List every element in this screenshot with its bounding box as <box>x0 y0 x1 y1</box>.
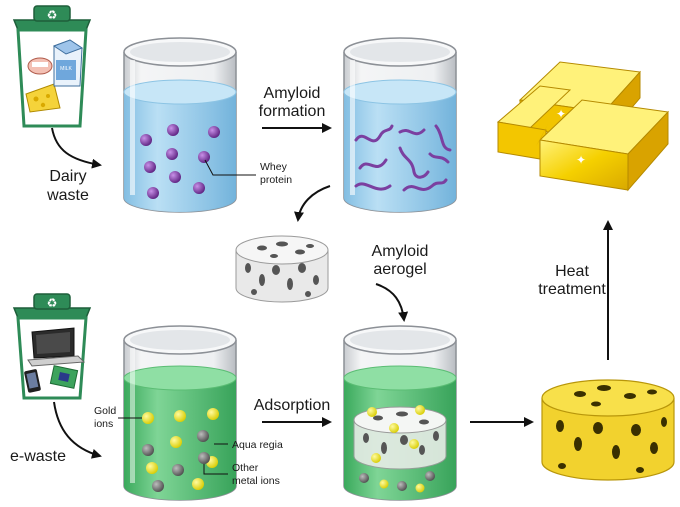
recycle-icon: ♻ <box>47 296 58 310</box>
bound-gold-ion <box>415 405 425 415</box>
protein-particle <box>198 151 210 163</box>
ewaste-recycle-bin: ♻ <box>12 293 92 400</box>
gold-ion <box>170 436 182 448</box>
amyloid-formation-label-line1: Amyloid <box>264 85 321 102</box>
amyloid-aerogel <box>235 235 329 303</box>
gold-ion <box>192 478 204 490</box>
phone-icon <box>24 369 41 393</box>
bound-gold-ion <box>371 453 381 463</box>
protein-particle <box>147 187 159 199</box>
gold-ions-label-line1: Gold <box>94 405 116 417</box>
fibril <box>354 182 392 191</box>
aerogel-to-beaker-arrow <box>375 283 409 322</box>
ewaste-arrow <box>53 401 102 459</box>
protein-particle <box>144 161 156 173</box>
heat-treatment-label-line2: treatment <box>538 281 606 298</box>
bound-gold-ion <box>367 407 377 417</box>
cheese-icon <box>25 83 61 113</box>
gold-ions-label-line2: ions <box>94 418 113 430</box>
metal-ion <box>142 444 154 456</box>
whey-protein-pointer <box>204 159 256 176</box>
amyloid-aerogel-label-line1: Amyloid <box>372 243 429 260</box>
metal-ion <box>397 481 407 491</box>
amyloid-formation-label-line2: formation <box>259 103 326 120</box>
milk-label: MILK <box>60 66 72 72</box>
heat-treatment-label-line1: Heat <box>555 263 589 280</box>
dairy-item-icon <box>27 57 53 75</box>
bound-gold-ion <box>389 423 399 433</box>
dairy-waste-label-line1: Dairy <box>49 168 86 185</box>
gold-ion <box>146 462 158 474</box>
metal-ion <box>172 464 184 476</box>
adsorption-label: Adsorption <box>254 397 331 414</box>
whey-protein-label-line1: Whey <box>260 161 288 173</box>
gold-ion <box>174 410 186 422</box>
fibril <box>428 152 450 164</box>
fibril <box>358 158 388 170</box>
fibril <box>434 124 452 152</box>
other-ions-label-line2: metal ions <box>232 475 280 487</box>
protein-particle <box>169 171 181 183</box>
recycle-icon: ♻ <box>47 8 58 22</box>
milk-carton-icon: MILK <box>52 39 84 87</box>
laptop-icon <box>27 327 86 367</box>
dairy-arrow <box>51 127 102 169</box>
protein-particle <box>193 182 205 194</box>
amyloid-fibrils <box>354 124 452 192</box>
beaker-whey-protein <box>123 37 237 213</box>
to-aerogel-arrow <box>294 185 331 222</box>
bound-gold-ion <box>409 439 419 449</box>
sparkle-icon: ✦ <box>556 107 566 121</box>
other-ions-pointer <box>203 464 228 475</box>
fibril <box>402 178 448 192</box>
gold-ion <box>379 479 389 489</box>
gold-ion <box>142 412 154 424</box>
protein-particle <box>166 148 178 160</box>
metal-ion <box>425 471 435 481</box>
beaker-amyloid-fibrils <box>343 37 457 213</box>
gold-ion <box>415 483 425 493</box>
metal-ion <box>198 452 210 464</box>
ewaste-label: e-waste <box>10 448 66 465</box>
dairy-recycle-bin: ♻ MILK <box>12 5 92 128</box>
fibril <box>398 146 430 179</box>
gold-loaded-aerogel <box>541 379 675 481</box>
protein-particle <box>167 124 179 136</box>
circuit-board-icon <box>49 365 79 389</box>
gold-bar-icon: ✦ ✦ <box>496 61 670 192</box>
protein-particle <box>140 134 152 146</box>
gold-ion <box>207 408 219 420</box>
protein-particle <box>208 126 220 138</box>
whey-protein-particles <box>140 124 220 199</box>
metal-ion <box>152 480 164 492</box>
metal-ion <box>197 430 209 442</box>
fibril <box>398 128 426 136</box>
metal-ion <box>359 473 369 483</box>
whey-protein-label-line2: protein <box>260 174 292 186</box>
dairy-waste-label-line2: waste <box>46 187 89 204</box>
fibril <box>354 124 394 143</box>
aerogel-in-solution <box>353 405 447 470</box>
aqua-regia-label: Aqua regia <box>232 439 283 451</box>
sparkle-icon: ✦ <box>576 153 586 167</box>
metal-ions <box>142 408 219 492</box>
amyloid-aerogel-label-line2: aerogel <box>373 261 426 278</box>
other-ions-label-line1: Other <box>232 462 259 474</box>
